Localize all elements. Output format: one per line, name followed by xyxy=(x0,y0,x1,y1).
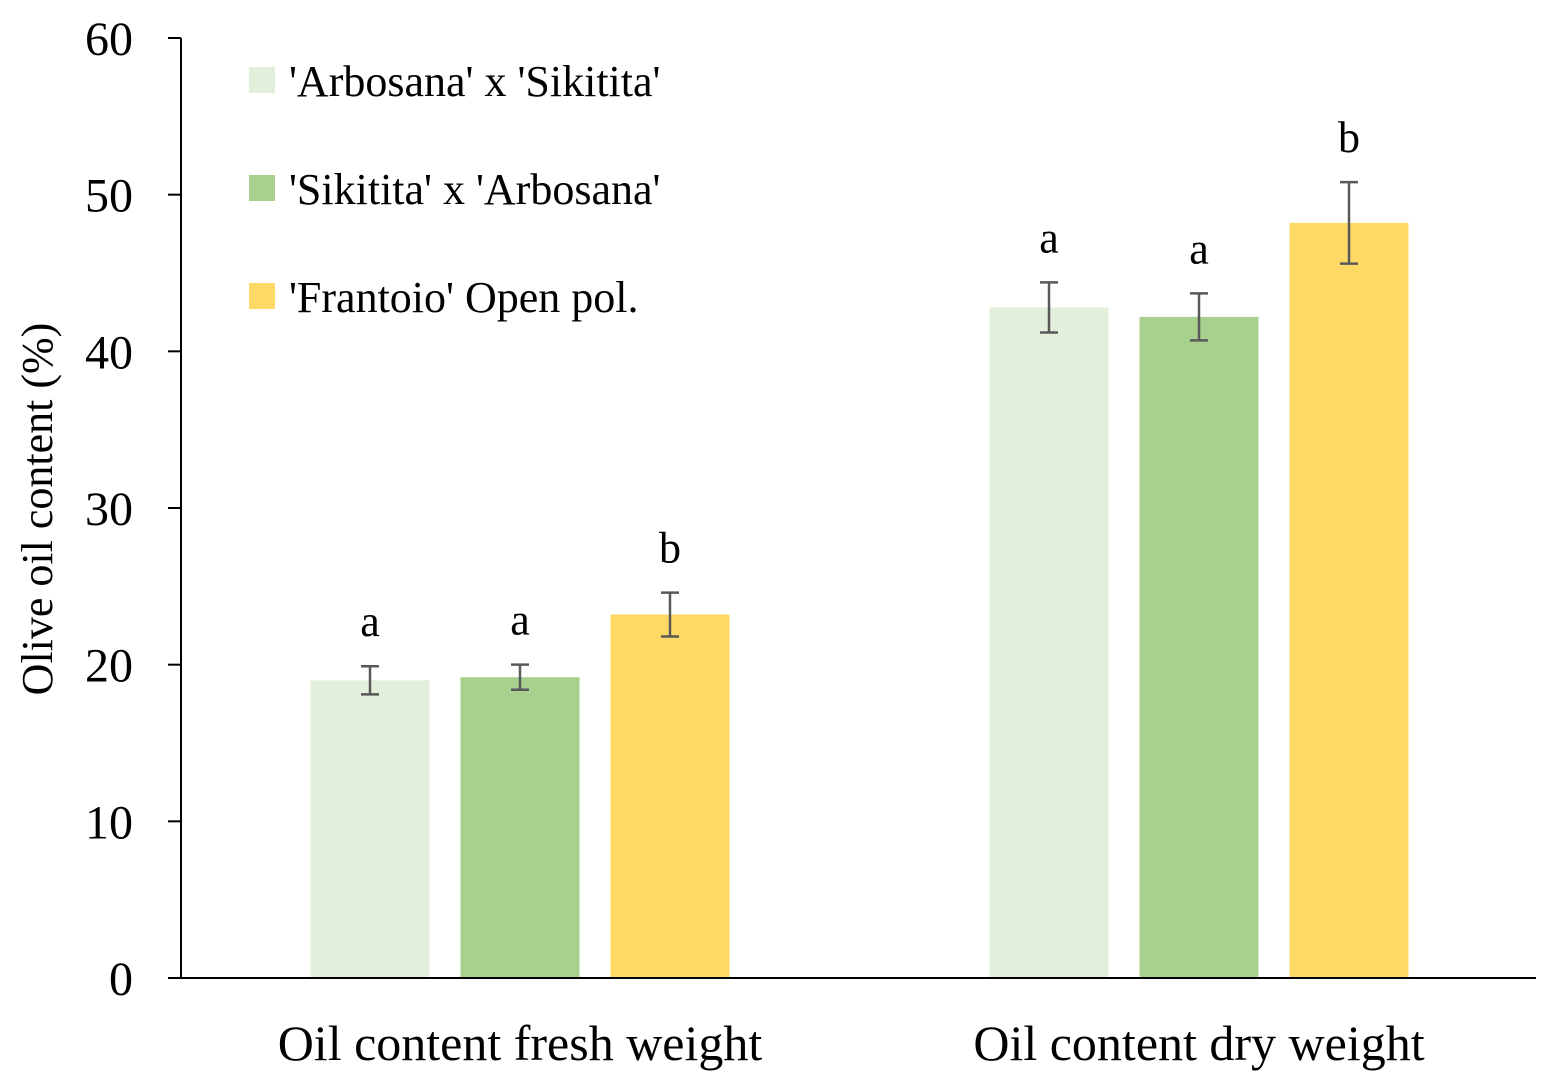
error-bar-2-2 xyxy=(1190,292,1208,342)
bar-2-1 xyxy=(460,677,580,978)
legend-swatch xyxy=(249,175,275,201)
y-tick-label: 20 xyxy=(85,640,133,693)
y-tick-label: 30 xyxy=(85,483,133,536)
y-tick-label: 60 xyxy=(85,13,133,66)
bar-2-2 xyxy=(1139,316,1259,978)
bar-1-2 xyxy=(989,307,1109,978)
bars-layer xyxy=(310,222,1409,978)
y-tick-label: 10 xyxy=(85,796,133,849)
error-bar-3-2 xyxy=(1340,180,1358,265)
y-tick-label: 0 xyxy=(109,953,133,1006)
error-bars-layer xyxy=(361,180,1358,696)
legend-item-3: 'Frantoio' Open pol. xyxy=(249,273,639,322)
x-tick-label: Oil content dry weight xyxy=(973,1015,1424,1071)
legend-swatch xyxy=(249,283,275,309)
error-bar-2-1 xyxy=(511,663,529,691)
legend-label: 'Sikitita' x 'Arbosana' xyxy=(289,165,660,214)
significance-letter-1-1: a xyxy=(360,597,380,646)
error-bar-1-1 xyxy=(361,664,379,696)
y-axis-label: Olive oil content (%) xyxy=(13,323,62,696)
significance-letter-2-1: a xyxy=(510,596,530,645)
legend: 'Arbosana' x 'Sikitita' 'Sikitita' x 'Arb… xyxy=(249,57,660,322)
significance-letter-2-2: a xyxy=(1189,224,1209,273)
bar-3-1 xyxy=(610,614,730,978)
legend-item-1: 'Arbosana' x 'Sikitita' xyxy=(249,57,660,106)
significance-letter-1-2: a xyxy=(1039,213,1059,262)
x-tick-label: Oil content fresh weight xyxy=(278,1015,763,1071)
significance-letter-3-1: b xyxy=(659,524,681,573)
axes-layer: Oil content fresh weight Oil content dry … xyxy=(85,13,1536,1071)
y-tick-label: 50 xyxy=(85,170,133,223)
legend-swatch xyxy=(249,67,275,93)
bar-3-2 xyxy=(1289,222,1409,978)
bar-1-1 xyxy=(310,680,430,978)
significance-letters-layer: a a b a a b xyxy=(360,113,1360,646)
y-tick-label: 40 xyxy=(85,326,133,379)
error-bar-1-2 xyxy=(1040,281,1058,334)
error-bar-3-1 xyxy=(661,591,679,638)
significance-letter-3-2: b xyxy=(1338,113,1360,162)
legend-label: 'Arbosana' x 'Sikitita' xyxy=(289,57,660,106)
legend-item-2: 'Sikitita' x 'Arbosana' xyxy=(249,165,660,214)
legend-label: 'Frantoio' Open pol. xyxy=(289,273,639,322)
